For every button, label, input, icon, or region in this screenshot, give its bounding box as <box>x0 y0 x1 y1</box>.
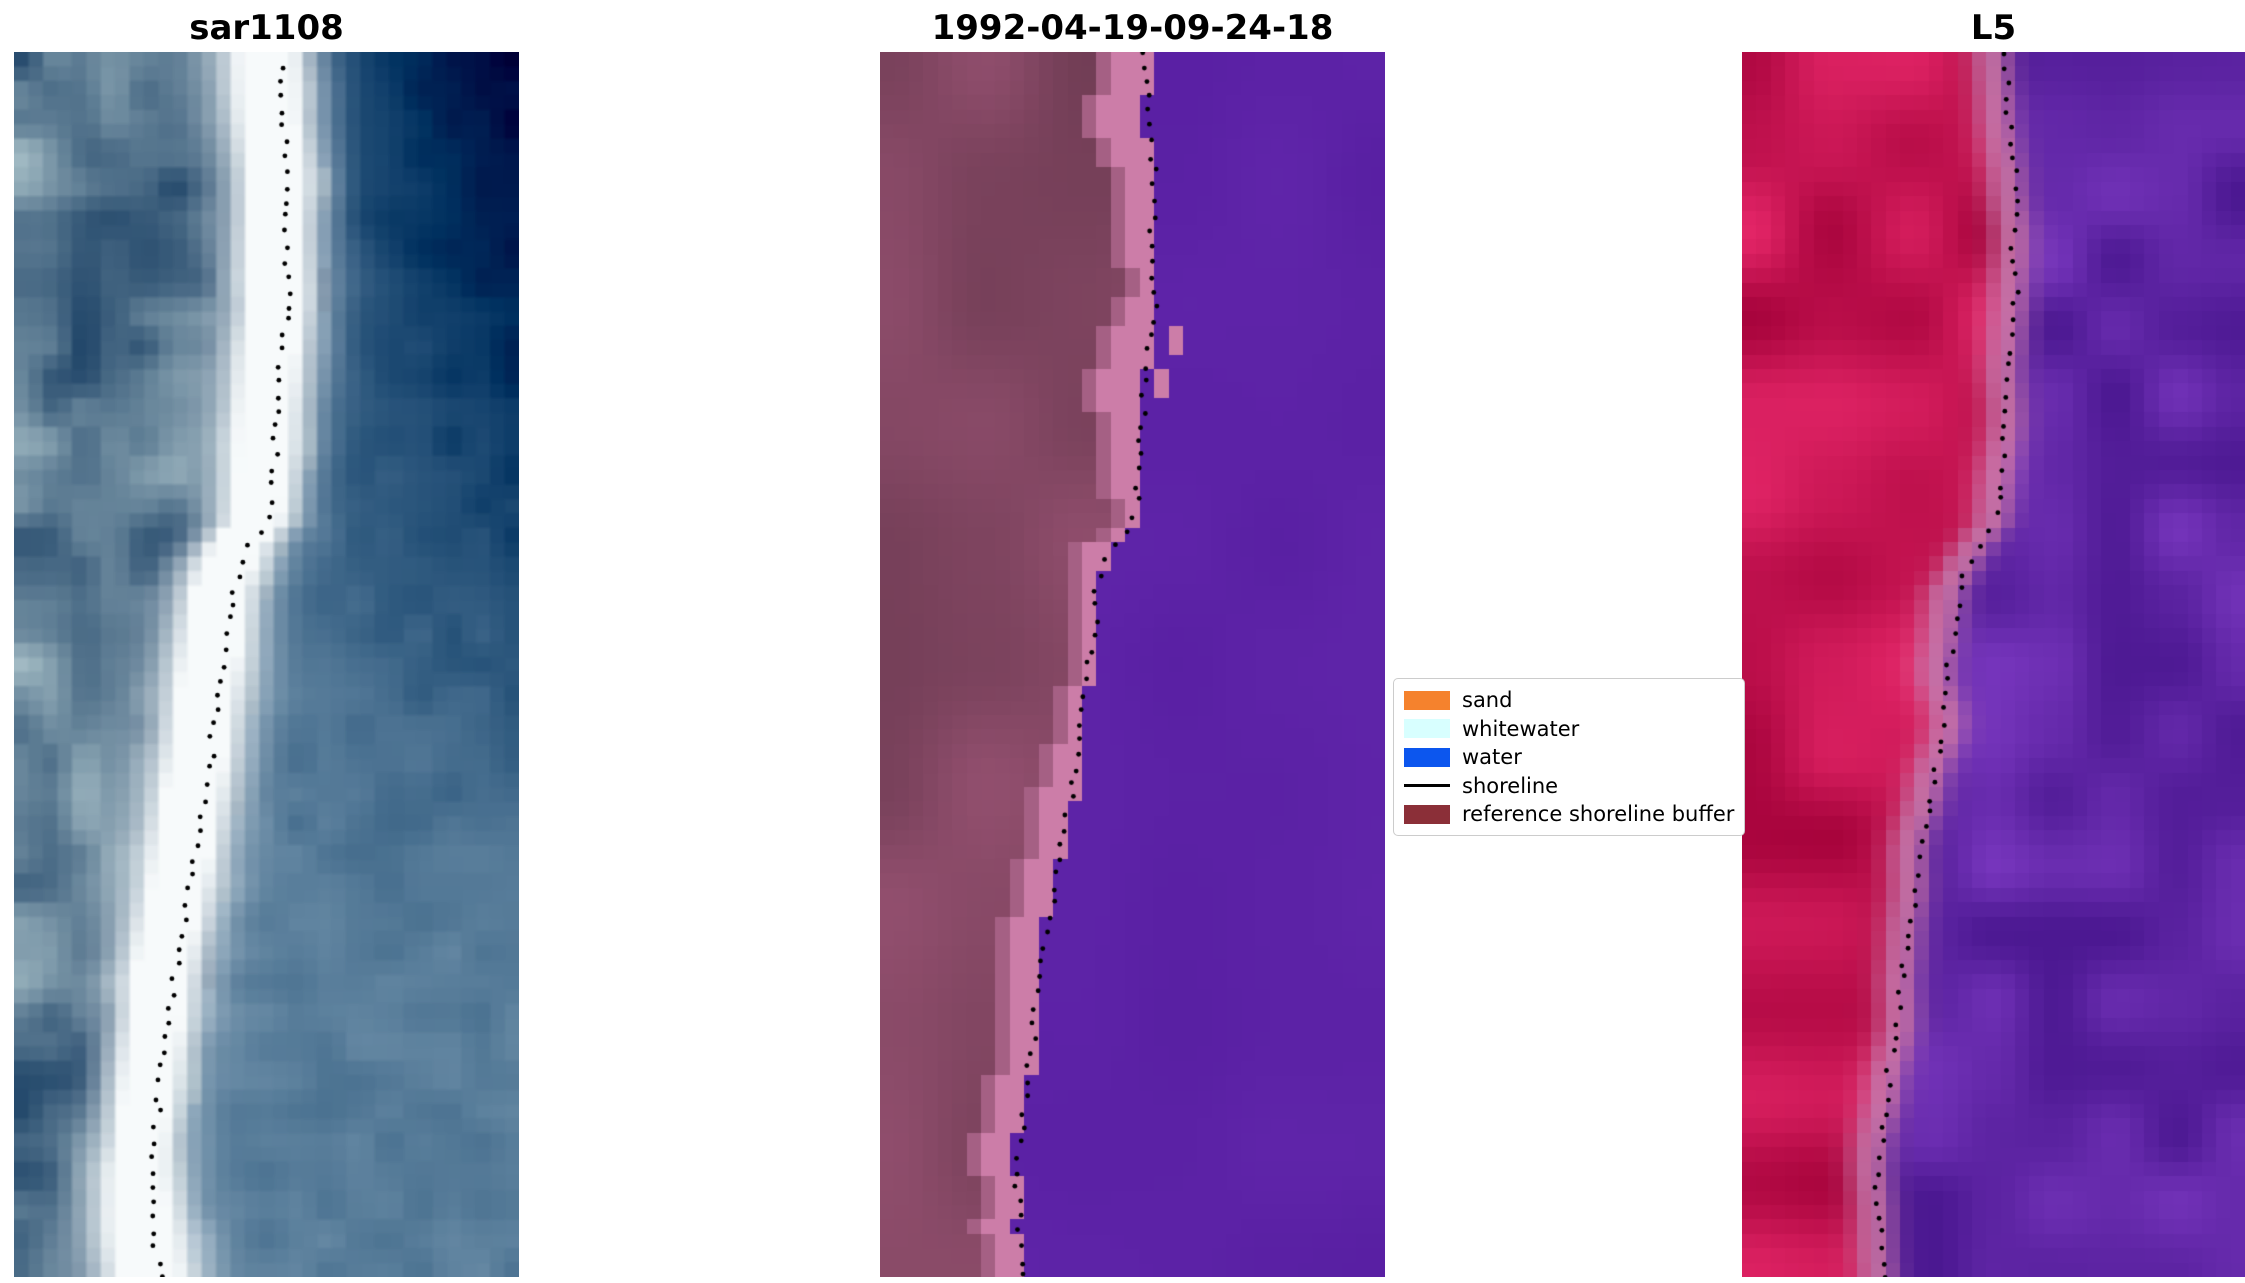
legend-label-shoreline: shoreline <box>1462 773 1559 798</box>
legend: sand whitewater water shoreline referenc… <box>1393 678 1745 836</box>
legend-label-whitewater: whitewater <box>1462 716 1580 741</box>
panel-title-sar1108: sar1108 <box>189 8 344 48</box>
legend-item-reference-shoreline-buffer: reference shoreline buffer <box>1404 800 1734 828</box>
panel-title-datetime: 1992-04-19-09-24-18 <box>931 8 1334 48</box>
sar-image-panel <box>14 52 519 1277</box>
panel-title-l5: L5 <box>1970 8 2017 48</box>
l5-image-panel <box>1742 52 2245 1277</box>
water-color-swatch <box>1404 747 1450 767</box>
reference-shoreline-buffer-color-swatch <box>1404 804 1450 824</box>
classification-image-panel <box>880 52 1385 1277</box>
legend-item-whitewater: whitewater <box>1404 715 1734 743</box>
shoreline-line-sample <box>1404 784 1450 787</box>
legend-item-water: water <box>1404 743 1734 771</box>
sand-color-swatch <box>1404 690 1450 710</box>
legend-label-reference-shoreline-buffer: reference shoreline buffer <box>1462 802 1735 826</box>
legend-label-water: water <box>1462 745 1522 769</box>
whitewater-color-swatch <box>1404 719 1450 738</box>
legend-item-sand: sand <box>1404 686 1734 714</box>
legend-item-shoreline: shoreline <box>1404 772 1734 800</box>
legend-label-sand: sand <box>1462 688 1513 712</box>
